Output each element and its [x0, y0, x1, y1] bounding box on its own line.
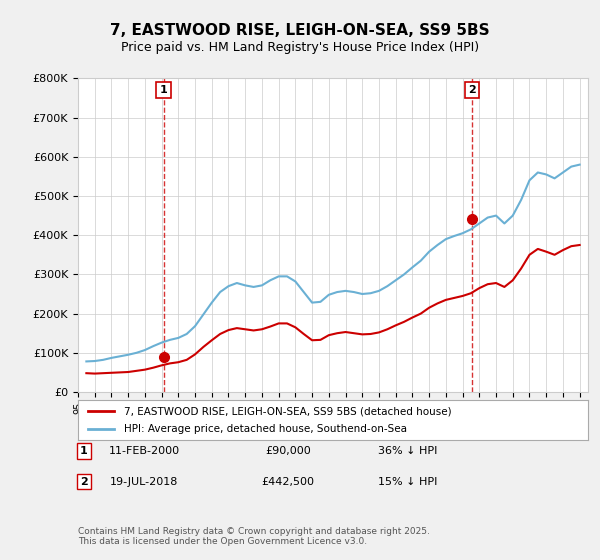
Text: £90,000: £90,000 — [265, 446, 311, 456]
Text: 2: 2 — [468, 85, 476, 95]
Text: 2: 2 — [80, 477, 88, 487]
Text: 15% ↓ HPI: 15% ↓ HPI — [379, 477, 437, 487]
Text: Price paid vs. HM Land Registry's House Price Index (HPI): Price paid vs. HM Land Registry's House … — [121, 41, 479, 54]
Text: 11-FEB-2000: 11-FEB-2000 — [109, 446, 179, 456]
Text: HPI: Average price, detached house, Southend-on-Sea: HPI: Average price, detached house, Sout… — [124, 423, 407, 433]
Text: 1: 1 — [80, 446, 88, 456]
Text: 19-JUL-2018: 19-JUL-2018 — [110, 477, 178, 487]
Text: Contains HM Land Registry data © Crown copyright and database right 2025.
This d: Contains HM Land Registry data © Crown c… — [78, 526, 430, 546]
Text: 1: 1 — [160, 85, 167, 95]
Text: 36% ↓ HPI: 36% ↓ HPI — [379, 446, 437, 456]
Text: 7, EASTWOOD RISE, LEIGH-ON-SEA, SS9 5BS: 7, EASTWOOD RISE, LEIGH-ON-SEA, SS9 5BS — [110, 24, 490, 38]
Text: 7, EASTWOOD RISE, LEIGH-ON-SEA, SS9 5BS (detached house): 7, EASTWOOD RISE, LEIGH-ON-SEA, SS9 5BS … — [124, 407, 452, 417]
Text: £442,500: £442,500 — [262, 477, 314, 487]
